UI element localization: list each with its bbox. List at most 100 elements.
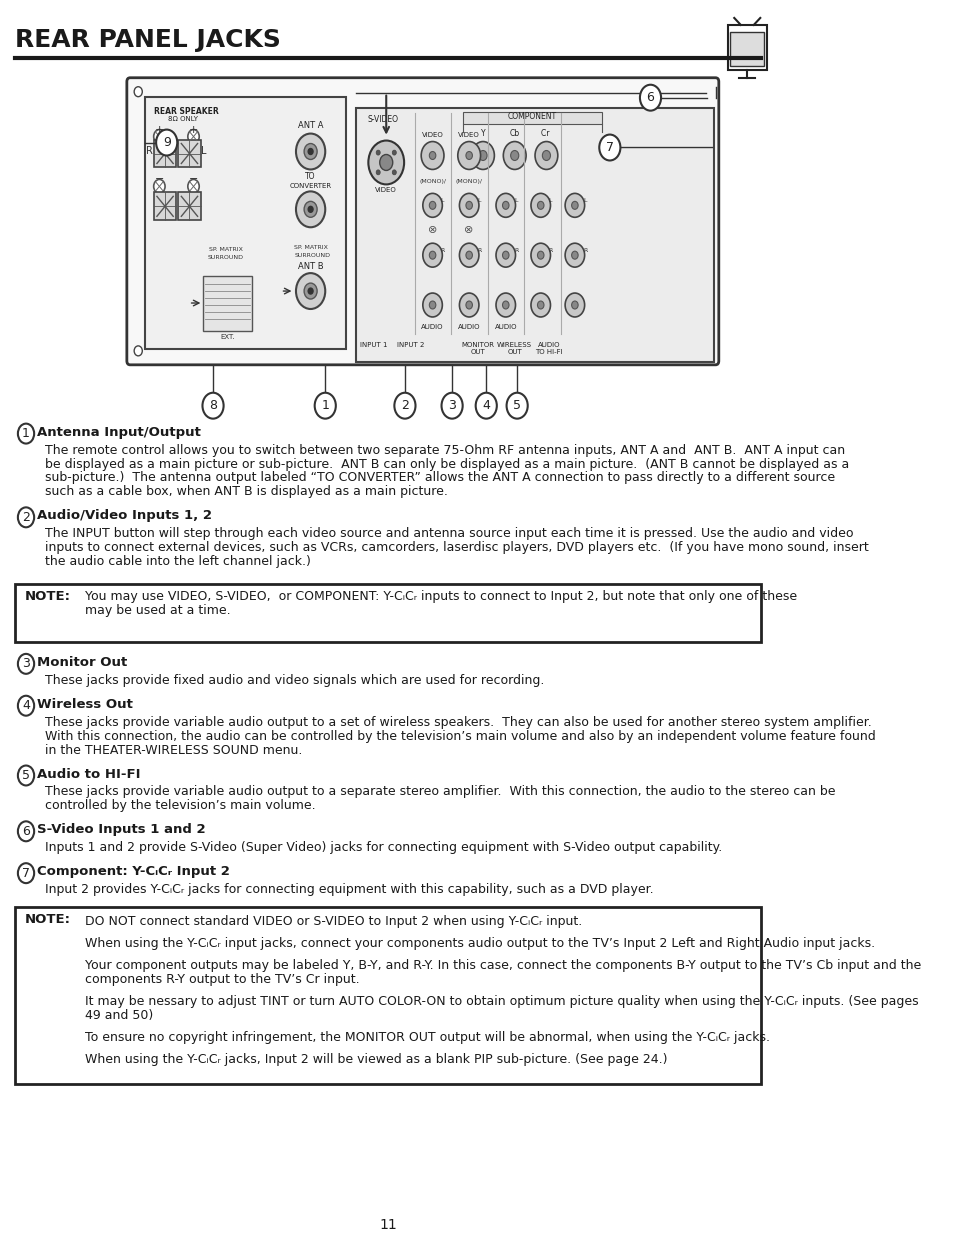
Text: 11: 11 — [378, 1218, 396, 1233]
FancyBboxPatch shape — [463, 111, 601, 124]
Circle shape — [503, 142, 525, 169]
Circle shape — [18, 653, 34, 674]
Text: 4: 4 — [482, 399, 490, 412]
Circle shape — [457, 142, 480, 169]
FancyBboxPatch shape — [14, 584, 760, 642]
Text: −: − — [189, 174, 198, 184]
Text: Audio/Video Inputs 1, 2: Audio/Video Inputs 1, 2 — [37, 509, 213, 522]
Text: L: L — [514, 199, 517, 204]
Text: Cr: Cr — [541, 128, 551, 137]
Text: (MONO)/: (MONO)/ — [418, 179, 446, 184]
Text: Component: Y-CᵢCᵣ Input 2: Component: Y-CᵢCᵣ Input 2 — [37, 866, 230, 878]
Text: S-VIDEO: S-VIDEO — [367, 115, 398, 124]
FancyBboxPatch shape — [153, 140, 176, 168]
Circle shape — [153, 179, 165, 194]
Circle shape — [429, 152, 436, 159]
Text: 6: 6 — [646, 91, 654, 104]
Text: controlled by the television’s main volume.: controlled by the television’s main volu… — [45, 799, 315, 813]
Text: When using the Y-CᵢCᵣ input jacks, connect your components audio output to the T: When using the Y-CᵢCᵣ input jacks, conne… — [85, 937, 875, 950]
Text: You may use VIDEO, S-VIDEO,  or COMPONENT: Y-CᵢCᵣ inputs to connect to Input 2, : You may use VIDEO, S-VIDEO, or COMPONENT… — [85, 590, 797, 603]
Text: 5: 5 — [22, 769, 30, 782]
Text: R: R — [582, 248, 587, 253]
Circle shape — [465, 152, 472, 159]
Text: INPUT 1: INPUT 1 — [360, 342, 387, 348]
Circle shape — [465, 301, 472, 309]
Text: R: R — [514, 248, 517, 253]
Circle shape — [502, 201, 509, 209]
FancyBboxPatch shape — [203, 277, 252, 331]
FancyBboxPatch shape — [145, 96, 346, 348]
Circle shape — [18, 508, 34, 527]
Circle shape — [295, 191, 325, 227]
FancyBboxPatch shape — [729, 32, 763, 65]
Circle shape — [295, 273, 325, 309]
Text: may be used at a time.: may be used at a time. — [85, 604, 231, 618]
Circle shape — [496, 243, 515, 267]
Circle shape — [502, 251, 509, 259]
Circle shape — [368, 141, 404, 184]
Text: such as a cable box, when ANT B is displayed as a main picture.: such as a cable box, when ANT B is displ… — [45, 485, 447, 499]
FancyBboxPatch shape — [153, 193, 176, 220]
Circle shape — [394, 393, 416, 419]
Circle shape — [471, 142, 494, 169]
Circle shape — [375, 170, 380, 175]
Text: The INPUT button will step through each video source and antenna source input ea: The INPUT button will step through each … — [45, 527, 852, 540]
Circle shape — [506, 393, 527, 419]
Circle shape — [421, 142, 443, 169]
Text: DO NOT connect standard VIDEO or S-VIDEO to Input 2 when using Y-CᵢCᵣ input.: DO NOT connect standard VIDEO or S-VIDEO… — [85, 915, 582, 927]
Circle shape — [153, 130, 165, 143]
Text: S-Video Inputs 1 and 2: S-Video Inputs 1 and 2 — [37, 824, 206, 836]
Text: sub-picture.)  The antenna output labeled “TO CONVERTER” allows the ANT A connec: sub-picture.) The antenna output labeled… — [45, 472, 834, 484]
Text: ANT A: ANT A — [297, 121, 323, 130]
Text: −: − — [154, 174, 164, 184]
Text: EXT.: EXT. — [220, 333, 234, 340]
Text: 2: 2 — [400, 399, 409, 412]
Text: 7: 7 — [22, 867, 30, 879]
Text: the audio cable into the left channel jack.): the audio cable into the left channel ja… — [45, 556, 311, 568]
Text: VIDEO: VIDEO — [421, 132, 443, 137]
Circle shape — [314, 393, 335, 419]
FancyBboxPatch shape — [127, 78, 718, 364]
Circle shape — [422, 194, 442, 217]
Text: Y: Y — [480, 128, 485, 137]
Circle shape — [478, 151, 487, 161]
Circle shape — [535, 142, 558, 169]
Text: in the THEATER-WIRELESS SOUND menu.: in the THEATER-WIRELESS SOUND menu. — [45, 743, 302, 757]
Text: REAR SPEAKER: REAR SPEAKER — [154, 106, 219, 116]
Circle shape — [531, 194, 550, 217]
Circle shape — [564, 243, 584, 267]
Text: 9: 9 — [163, 136, 171, 149]
Text: NOTE:: NOTE: — [25, 913, 71, 926]
Text: INPUT 2: INPUT 2 — [396, 342, 424, 348]
Text: AUDIO: AUDIO — [494, 324, 517, 330]
Text: To ensure no copyright infringement, the MONITOR OUT output will be abnormal, wh: To ensure no copyright infringement, the… — [85, 1031, 770, 1044]
Text: COMPONENT: COMPONENT — [508, 111, 557, 121]
FancyBboxPatch shape — [178, 140, 201, 168]
Text: inputs to connect external devices, such as VCRs, camcorders, laserdisc players,: inputs to connect external devices, such… — [45, 541, 867, 555]
Text: 49 and 50): 49 and 50) — [85, 1009, 153, 1021]
Circle shape — [531, 243, 550, 267]
Text: With this connection, the audio can be controlled by the television’s main volum: With this connection, the audio can be c… — [45, 730, 875, 742]
Text: 4: 4 — [22, 699, 30, 713]
Text: Antenna Input/Output: Antenna Input/Output — [37, 426, 201, 438]
Circle shape — [537, 251, 543, 259]
Circle shape — [459, 194, 478, 217]
Circle shape — [188, 130, 199, 143]
Circle shape — [18, 766, 34, 785]
Circle shape — [571, 201, 578, 209]
Circle shape — [188, 179, 199, 194]
Text: It may be nessary to adjust TINT or turn AUTO COLOR-ON to obtain optimum picture: It may be nessary to adjust TINT or turn… — [85, 994, 918, 1008]
Text: MONITOR
OUT: MONITOR OUT — [461, 342, 494, 354]
Circle shape — [304, 283, 316, 299]
Text: When using the Y-CᵢCᵣ jacks, Input 2 will be viewed as a blank PIP sub-picture. : When using the Y-CᵢCᵣ jacks, Input 2 wil… — [85, 1052, 667, 1066]
Text: components R-Y output to the TV’s Cr input.: components R-Y output to the TV’s Cr inp… — [85, 973, 359, 986]
Text: 3: 3 — [448, 399, 456, 412]
Circle shape — [134, 86, 142, 96]
Circle shape — [564, 293, 584, 317]
Text: Monitor Out: Monitor Out — [37, 656, 128, 669]
Text: VIDEO: VIDEO — [375, 188, 396, 194]
Circle shape — [156, 130, 177, 156]
Text: R: R — [476, 248, 481, 253]
Circle shape — [304, 201, 316, 217]
Text: +: + — [189, 125, 198, 135]
